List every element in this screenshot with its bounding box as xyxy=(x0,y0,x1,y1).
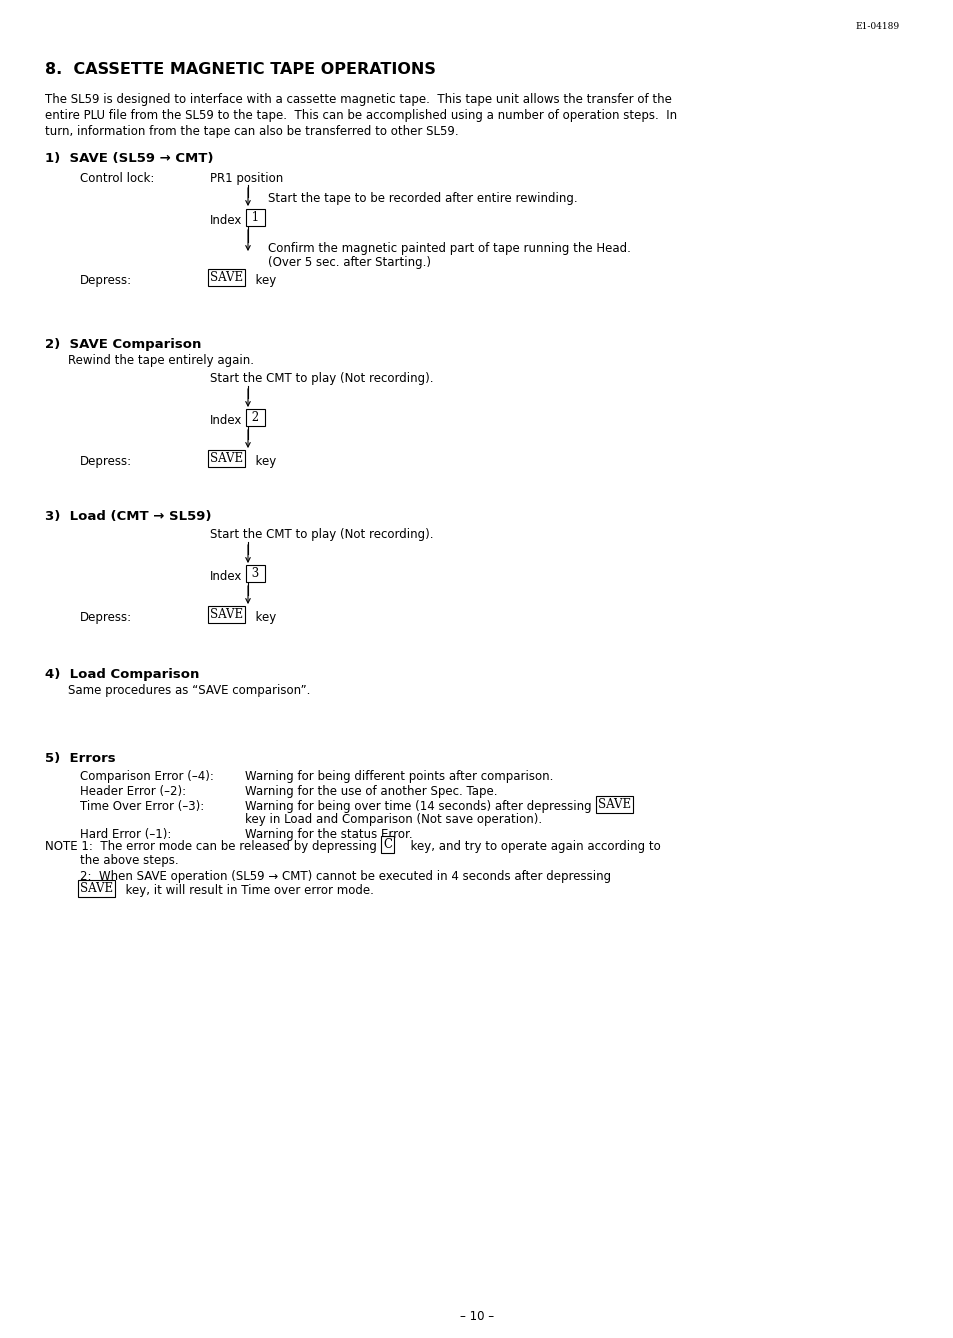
Text: Warning for being over time (14 seconds) after depressing: Warning for being over time (14 seconds)… xyxy=(245,800,591,814)
Text: Start the CMT to play (Not recording).: Start the CMT to play (Not recording). xyxy=(210,529,433,541)
Text: SAVE: SAVE xyxy=(80,882,113,895)
Text: key, it will result in Time over error mode.: key, it will result in Time over error m… xyxy=(118,884,374,896)
Text: SAVE: SAVE xyxy=(210,607,243,621)
Text: Index: Index xyxy=(210,570,242,583)
Text: Time Over Error (–3):: Time Over Error (–3): xyxy=(80,800,204,814)
Text: Rewind the tape entirely again.: Rewind the tape entirely again. xyxy=(68,355,253,367)
Text: Warning for the use of another Spec. Tape.: Warning for the use of another Spec. Tap… xyxy=(245,785,497,797)
Text: Depress:: Depress: xyxy=(80,611,132,624)
Text: Header Error (–2):: Header Error (–2): xyxy=(80,785,186,797)
Text: Depress:: Depress: xyxy=(80,274,132,286)
Text: E1-04189: E1-04189 xyxy=(854,21,898,31)
Text: SAVE: SAVE xyxy=(598,797,631,811)
Text: the above steps.: the above steps. xyxy=(80,854,178,867)
Text: – 10 –: – 10 – xyxy=(459,1310,494,1323)
Text: SAVE: SAVE xyxy=(210,272,243,284)
Text: 3: 3 xyxy=(248,567,263,579)
Text: SAVE: SAVE xyxy=(210,452,243,466)
Text: 4)  Load Comparison: 4) Load Comparison xyxy=(45,668,199,681)
Text: key in Load and Comparison (Not save operation).: key in Load and Comparison (Not save ope… xyxy=(245,814,541,826)
Text: 8.  CASSETTE MAGNETIC TAPE OPERATIONS: 8. CASSETTE MAGNETIC TAPE OPERATIONS xyxy=(45,62,436,78)
Text: Control lock:: Control lock: xyxy=(80,173,154,185)
Text: key: key xyxy=(248,455,276,468)
Text: Comparison Error (–4):: Comparison Error (–4): xyxy=(80,769,213,783)
Text: Index: Index xyxy=(210,214,242,227)
Text: Hard Error (–1):: Hard Error (–1): xyxy=(80,828,172,842)
Text: 2: 2 xyxy=(248,411,263,424)
Text: key: key xyxy=(248,611,276,624)
Text: C: C xyxy=(382,838,392,851)
Text: The SL59 is designed to interface with a cassette magnetic tape.  This tape unit: The SL59 is designed to interface with a… xyxy=(45,94,671,106)
Text: Start the tape to be recorded after entire rewinding.: Start the tape to be recorded after enti… xyxy=(268,191,577,205)
Text: 2)  SAVE Comparison: 2) SAVE Comparison xyxy=(45,339,201,351)
Text: 2:  When SAVE operation (SL59 → CMT) cannot be executed in 4 seconds after depre: 2: When SAVE operation (SL59 → CMT) cann… xyxy=(80,870,611,883)
Text: Confirm the magnetic painted part of tape running the Head.: Confirm the magnetic painted part of tap… xyxy=(268,242,630,256)
Text: entire PLU file from the SL59 to the tape.  This can be accomplished using a num: entire PLU file from the SL59 to the tap… xyxy=(45,108,677,122)
Text: Warning for the status Error.: Warning for the status Error. xyxy=(245,828,413,842)
Text: 3)  Load (CMT → SL59): 3) Load (CMT → SL59) xyxy=(45,510,212,523)
Text: Start the CMT to play (Not recording).: Start the CMT to play (Not recording). xyxy=(210,372,433,385)
Text: key: key xyxy=(248,274,276,286)
Text: Warning for being different points after comparison.: Warning for being different points after… xyxy=(245,769,553,783)
Text: Depress:: Depress: xyxy=(80,455,132,468)
Text: NOTE 1:  The error mode can be released by depressing: NOTE 1: The error mode can be released b… xyxy=(45,840,376,854)
Text: Index: Index xyxy=(210,413,242,427)
Text: Same procedures as “SAVE comparison”.: Same procedures as “SAVE comparison”. xyxy=(68,684,310,697)
Text: PR1 position: PR1 position xyxy=(210,173,283,185)
Text: 5)  Errors: 5) Errors xyxy=(45,752,115,765)
Text: 1: 1 xyxy=(248,211,263,223)
Text: key, and try to operate again according to: key, and try to operate again according … xyxy=(402,840,660,854)
Text: 1)  SAVE (SL59 → CMT): 1) SAVE (SL59 → CMT) xyxy=(45,153,213,165)
Text: turn, information from the tape can also be transferred to other SL59.: turn, information from the tape can also… xyxy=(45,124,458,138)
Text: (Over 5 sec. after Starting.): (Over 5 sec. after Starting.) xyxy=(268,256,431,269)
